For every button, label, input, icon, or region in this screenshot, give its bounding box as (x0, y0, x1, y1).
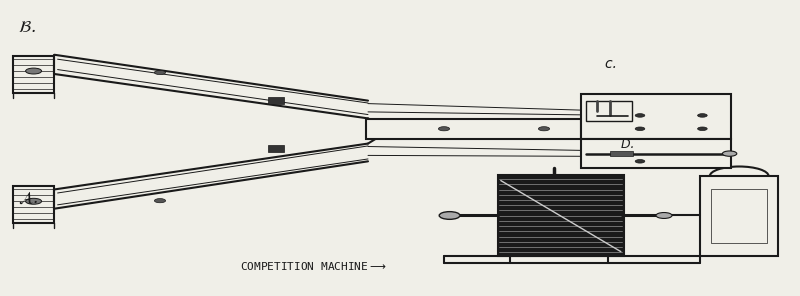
Circle shape (26, 198, 42, 204)
Text: $\mathcal{A}$.: $\mathcal{A}$. (18, 190, 38, 207)
Circle shape (635, 160, 645, 163)
Circle shape (698, 114, 707, 117)
Circle shape (698, 127, 707, 131)
Circle shape (438, 127, 450, 131)
FancyBboxPatch shape (610, 151, 633, 156)
Circle shape (154, 70, 166, 75)
Circle shape (439, 212, 460, 219)
FancyBboxPatch shape (700, 176, 778, 256)
FancyBboxPatch shape (581, 94, 731, 139)
Circle shape (154, 199, 166, 203)
Text: $\mathit{c}$.: $\mathit{c}$. (604, 57, 617, 71)
FancyBboxPatch shape (268, 97, 284, 104)
Circle shape (26, 68, 42, 74)
Circle shape (656, 213, 672, 218)
Circle shape (538, 127, 550, 131)
FancyBboxPatch shape (268, 145, 284, 152)
Text: COMPETITION MACHINE$\longrightarrow$: COMPETITION MACHINE$\longrightarrow$ (240, 260, 387, 272)
FancyBboxPatch shape (13, 186, 54, 223)
FancyBboxPatch shape (498, 175, 624, 256)
Circle shape (635, 127, 645, 131)
Circle shape (635, 114, 645, 117)
FancyBboxPatch shape (586, 101, 632, 121)
Circle shape (722, 151, 737, 156)
Text: $\mathit{D}$.: $\mathit{D}$. (620, 138, 634, 151)
FancyBboxPatch shape (13, 56, 54, 93)
FancyBboxPatch shape (366, 119, 581, 139)
FancyBboxPatch shape (581, 139, 731, 168)
FancyBboxPatch shape (711, 189, 767, 243)
Text: $\mathcal{B}$.: $\mathcal{B}$. (18, 19, 35, 36)
